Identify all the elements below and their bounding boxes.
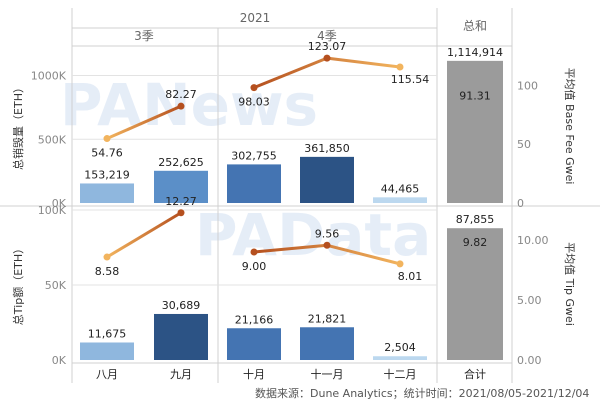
top-bar — [373, 197, 427, 203]
top-avg-label: 54.76 — [91, 147, 123, 160]
top-avg-point — [177, 102, 185, 110]
top-avg-point — [323, 54, 331, 62]
top-right-tick: 0 — [517, 197, 524, 210]
top-bar-label: 302,755 — [231, 149, 277, 162]
bottom-bar — [373, 356, 427, 360]
category-label: 十一月 — [311, 367, 344, 381]
bottom-bar — [227, 328, 281, 360]
bottom-right-tick: 0.00 — [517, 354, 542, 367]
category-label: 十二月 — [384, 367, 417, 381]
bottom-avg-point — [323, 241, 331, 249]
top-total-avg-label: 91.31 — [459, 90, 491, 103]
top-bar-label: 361,850 — [304, 142, 350, 155]
top-right-tick: 50 — [517, 138, 531, 151]
bottom-avg-label: 8.01 — [398, 270, 423, 283]
category-label: 八月 — [96, 368, 118, 381]
top-bar — [154, 170, 208, 203]
bottom-bar-label: 2,504 — [384, 341, 416, 354]
frame — [0, 8, 600, 383]
bottom-right-tick: 5.00 — [517, 294, 542, 307]
bottom-left-axis-title: 总Tip额（ETH） — [11, 243, 25, 325]
top-bar-label: 153,219 — [84, 168, 130, 181]
bottom-bar — [80, 342, 134, 360]
bottom-bar — [300, 327, 354, 360]
bottom-avg-point — [250, 248, 258, 256]
bottom-left-tick: 0K — [52, 354, 67, 367]
bottom-bar-label: 21,821 — [308, 312, 347, 325]
top-avg-label: 123.07 — [308, 40, 347, 53]
bottom-bar-label: 30,689 — [162, 299, 201, 312]
top-avg-label: 82.27 — [165, 88, 197, 101]
top-bar-label: 252,625 — [158, 156, 204, 169]
source-note: 数据来源：Dune Analytics；统计时间：2021/08/05-2021… — [255, 386, 589, 400]
bottom-left-tick: 50K — [45, 279, 67, 292]
top-left-tick: 500K — [38, 133, 67, 146]
bottom-avg-label: 12.27 — [165, 195, 197, 208]
top-left-tick: 0K — [52, 197, 67, 210]
category-label: 十月 — [243, 367, 265, 381]
top-total-bar — [447, 60, 503, 203]
bottom-avg-point — [177, 209, 185, 217]
top-avg-point — [103, 135, 111, 143]
header-total: 总和 — [463, 19, 487, 33]
bottom-avg-label: 9.56 — [315, 227, 340, 240]
bottom-right-axis-title: 平均值 Tip Gwei — [563, 242, 576, 326]
top-bar — [227, 164, 281, 203]
bottom-right-tick: 10.00 — [517, 234, 549, 247]
bottom-avg-point — [396, 260, 404, 268]
top-bar-label: 44,465 — [381, 182, 420, 195]
category-label-total: 合计 — [464, 367, 486, 381]
bottom-total-avg-label: 9.82 — [463, 236, 488, 249]
top-avg-label: 115.54 — [391, 73, 430, 86]
bottom-bar — [154, 313, 208, 360]
top-avg-point — [396, 63, 404, 71]
bottom-total-label: 87,855 — [456, 213, 495, 226]
top-avg-label: 98.03 — [238, 96, 270, 109]
watermark-padata: PAData — [195, 201, 431, 269]
header-year: 2021 — [240, 11, 271, 25]
bottom-avg-label: 9.00 — [242, 260, 267, 273]
top-avg-point — [250, 84, 258, 92]
bottom-avg-line — [106, 211, 182, 259]
bottom-avg-label: 8.58 — [95, 265, 120, 278]
top-bar — [300, 156, 354, 203]
top-right-tick: 100 — [517, 79, 538, 92]
watermark-panews: PANews — [60, 71, 318, 139]
top-left-tick: 1000K — [31, 70, 67, 83]
bottom-bar-label: 11,675 — [88, 327, 127, 340]
top-left-axis-title: 总销毁量（ETH） — [11, 82, 25, 170]
header-q4: 4季 — [317, 29, 337, 43]
header-q3: 3季 — [134, 29, 154, 43]
bottom-left-tick: 100K — [38, 204, 67, 217]
top-right-axis-title: 平均值 Base Fee Gwei — [563, 68, 576, 185]
bottom-avg-point — [103, 253, 111, 261]
top-bar — [80, 183, 134, 203]
top-total-label: 1,114,914 — [447, 46, 503, 59]
top-avg-line — [106, 104, 182, 140]
bottom-bar-label: 21,166 — [235, 313, 274, 326]
category-label: 九月 — [170, 368, 192, 381]
bottom-total-bar — [447, 228, 503, 360]
